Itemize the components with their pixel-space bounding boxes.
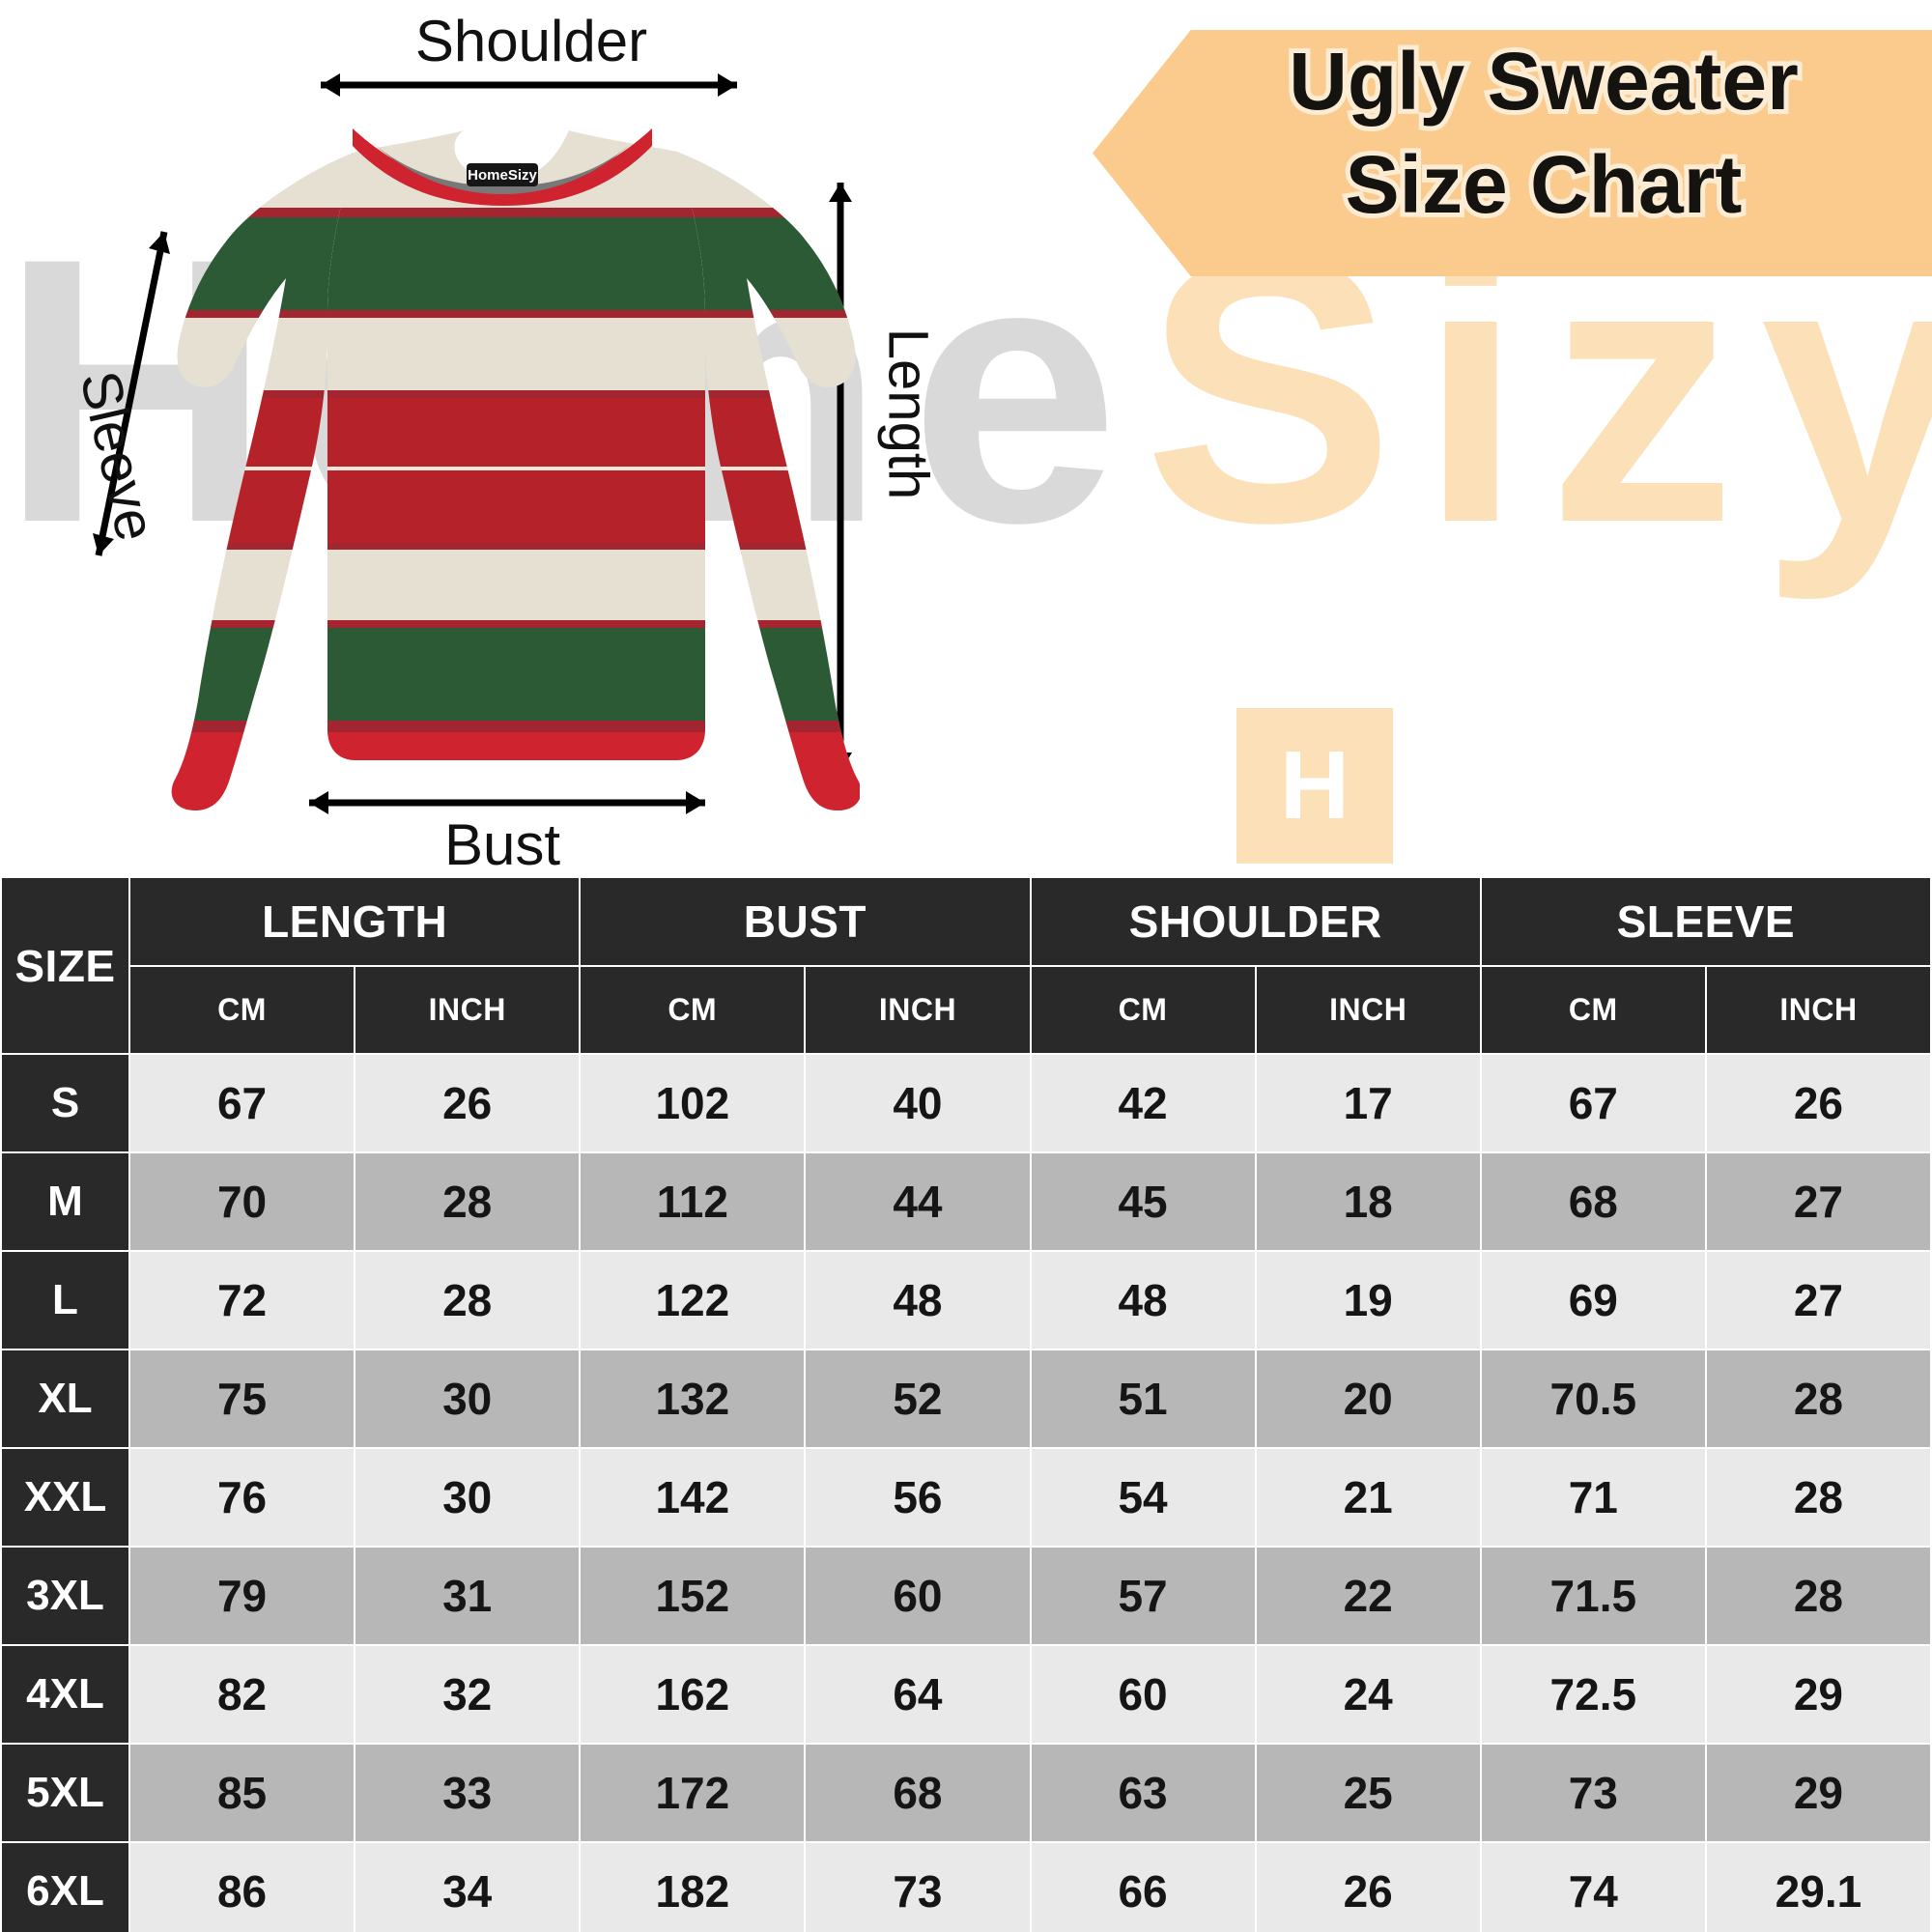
svg-text:HomeSizy: HomeSizy bbox=[468, 167, 537, 184]
